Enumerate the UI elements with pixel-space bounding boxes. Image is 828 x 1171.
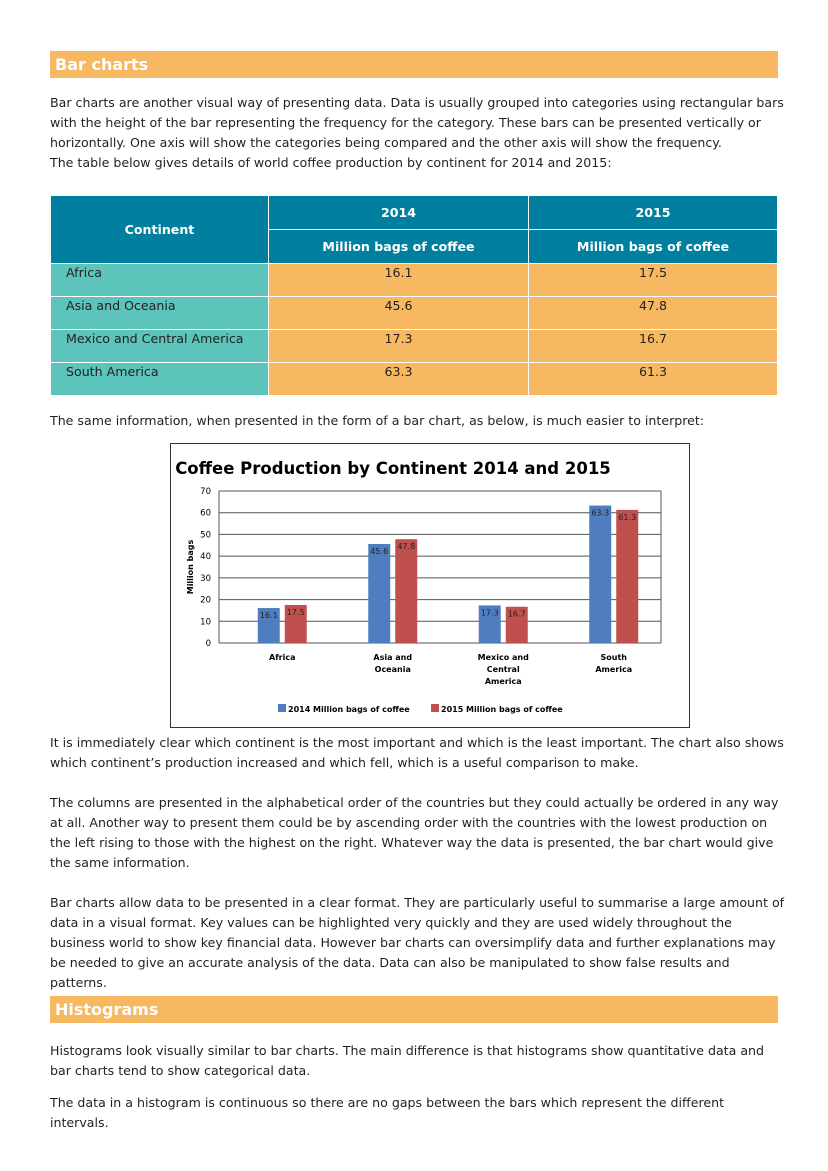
x-tick-label: America bbox=[485, 677, 522, 686]
cell-2015: 17.5 bbox=[528, 263, 778, 297]
y-tick-label: 10 bbox=[200, 617, 211, 627]
header-2015: 2015 bbox=[528, 195, 778, 230]
data-label: 47.8 bbox=[397, 542, 415, 551]
bar-2015 bbox=[284, 605, 307, 643]
paragraph: The columns are presented in the alphabe… bbox=[50, 795, 779, 870]
bar-chart: Coffee Production by Continent 2014 and … bbox=[170, 443, 690, 728]
bar-2014 bbox=[368, 543, 391, 643]
table-row: Africa 16.1 17.5 bbox=[50, 263, 778, 297]
data-label: 45.6 bbox=[370, 547, 388, 556]
x-tick-label: Asia and bbox=[373, 653, 412, 662]
y-tick-label: 20 bbox=[200, 596, 211, 606]
legend-swatch bbox=[431, 704, 439, 712]
paragraph: Histograms look visually similar to bar … bbox=[50, 1043, 765, 1078]
data-label: 17.3 bbox=[481, 608, 499, 617]
cell-2014: 17.3 bbox=[268, 329, 529, 363]
x-tick-label: Central bbox=[487, 665, 520, 674]
cell-2014: 45.6 bbox=[268, 296, 529, 330]
cell-continent: Asia and Oceania bbox=[50, 296, 269, 330]
x-tick-label: South bbox=[601, 653, 628, 662]
intro-paragraph-2: The table below gives details of world c… bbox=[50, 155, 612, 170]
data-label: 16.1 bbox=[260, 611, 278, 620]
data-label: 63.3 bbox=[591, 509, 609, 518]
cell-continent: Africa bbox=[50, 263, 269, 297]
cell-2014: 16.1 bbox=[268, 263, 529, 297]
data-label: 16.7 bbox=[508, 610, 526, 619]
section-heading-bar-charts: Bar charts bbox=[50, 51, 778, 78]
cell-continent: South America bbox=[50, 362, 269, 396]
bar-2015 bbox=[505, 606, 528, 643]
x-tick-label: Mexico and bbox=[478, 653, 529, 662]
paragraph: The data in a histogram is continuous so… bbox=[50, 1095, 725, 1130]
x-tick-label: America bbox=[595, 665, 632, 674]
legend-swatch bbox=[278, 704, 286, 712]
paragraph: Bar charts allow data to be presented in… bbox=[50, 895, 785, 990]
table-row: South America 63.3 61.3 bbox=[50, 362, 778, 396]
cell-2015: 16.7 bbox=[528, 329, 778, 363]
bar-2014 bbox=[257, 608, 280, 643]
chart-title: Coffee Production by Continent 2014 and … bbox=[175, 459, 611, 478]
chart-intro-paragraph: The same information, when presented in … bbox=[50, 413, 705, 428]
legend-label: 2015 Million bags of coffee bbox=[441, 705, 563, 714]
bar-2014 bbox=[478, 605, 501, 643]
y-tick-label: 40 bbox=[200, 552, 211, 562]
cell-2014: 63.3 bbox=[268, 362, 529, 396]
x-tick-label: Africa bbox=[269, 653, 296, 662]
section-heading-histograms: Histograms bbox=[50, 996, 778, 1023]
coffee-table: Continent 2014 2015 Million bags of coff… bbox=[50, 195, 778, 396]
y-tick-label: 0 bbox=[206, 639, 211, 649]
cell-continent: Mexico and Central America bbox=[50, 329, 269, 363]
header-2014: 2014 bbox=[268, 195, 529, 230]
y-tick-label: 70 bbox=[200, 487, 211, 497]
table-row: Asia and Oceania 45.6 47.8 bbox=[50, 296, 778, 330]
bar-2015 bbox=[616, 509, 639, 643]
header-unit-2014: Million bags of coffee bbox=[268, 229, 529, 264]
y-tick-label: 30 bbox=[200, 574, 211, 584]
y-axis-label: Million bags bbox=[186, 540, 195, 595]
y-tick-label: 50 bbox=[200, 530, 211, 540]
bar-2015 bbox=[395, 539, 418, 643]
data-label: 17.5 bbox=[287, 608, 305, 617]
chart-svg: Coffee Production by Continent 2014 and … bbox=[175, 459, 662, 714]
header-unit-2015: Million bags of coffee bbox=[528, 229, 778, 264]
data-label: 61.3 bbox=[618, 513, 636, 522]
x-tick-label: Oceania bbox=[375, 665, 411, 674]
legend-label: 2014 Million bags of coffee bbox=[288, 705, 410, 714]
y-tick-label: 60 bbox=[200, 509, 211, 519]
bar-2014 bbox=[589, 505, 612, 643]
cell-2015: 47.8 bbox=[528, 296, 778, 330]
table-row: Mexico and Central America 17.3 16.7 bbox=[50, 329, 778, 363]
header-continent: Continent bbox=[50, 195, 269, 264]
intro-paragraph: Bar charts are another visual way of pre… bbox=[50, 95, 784, 150]
cell-2015: 61.3 bbox=[528, 362, 778, 396]
paragraph: It is immediately clear which continent … bbox=[50, 735, 784, 770]
